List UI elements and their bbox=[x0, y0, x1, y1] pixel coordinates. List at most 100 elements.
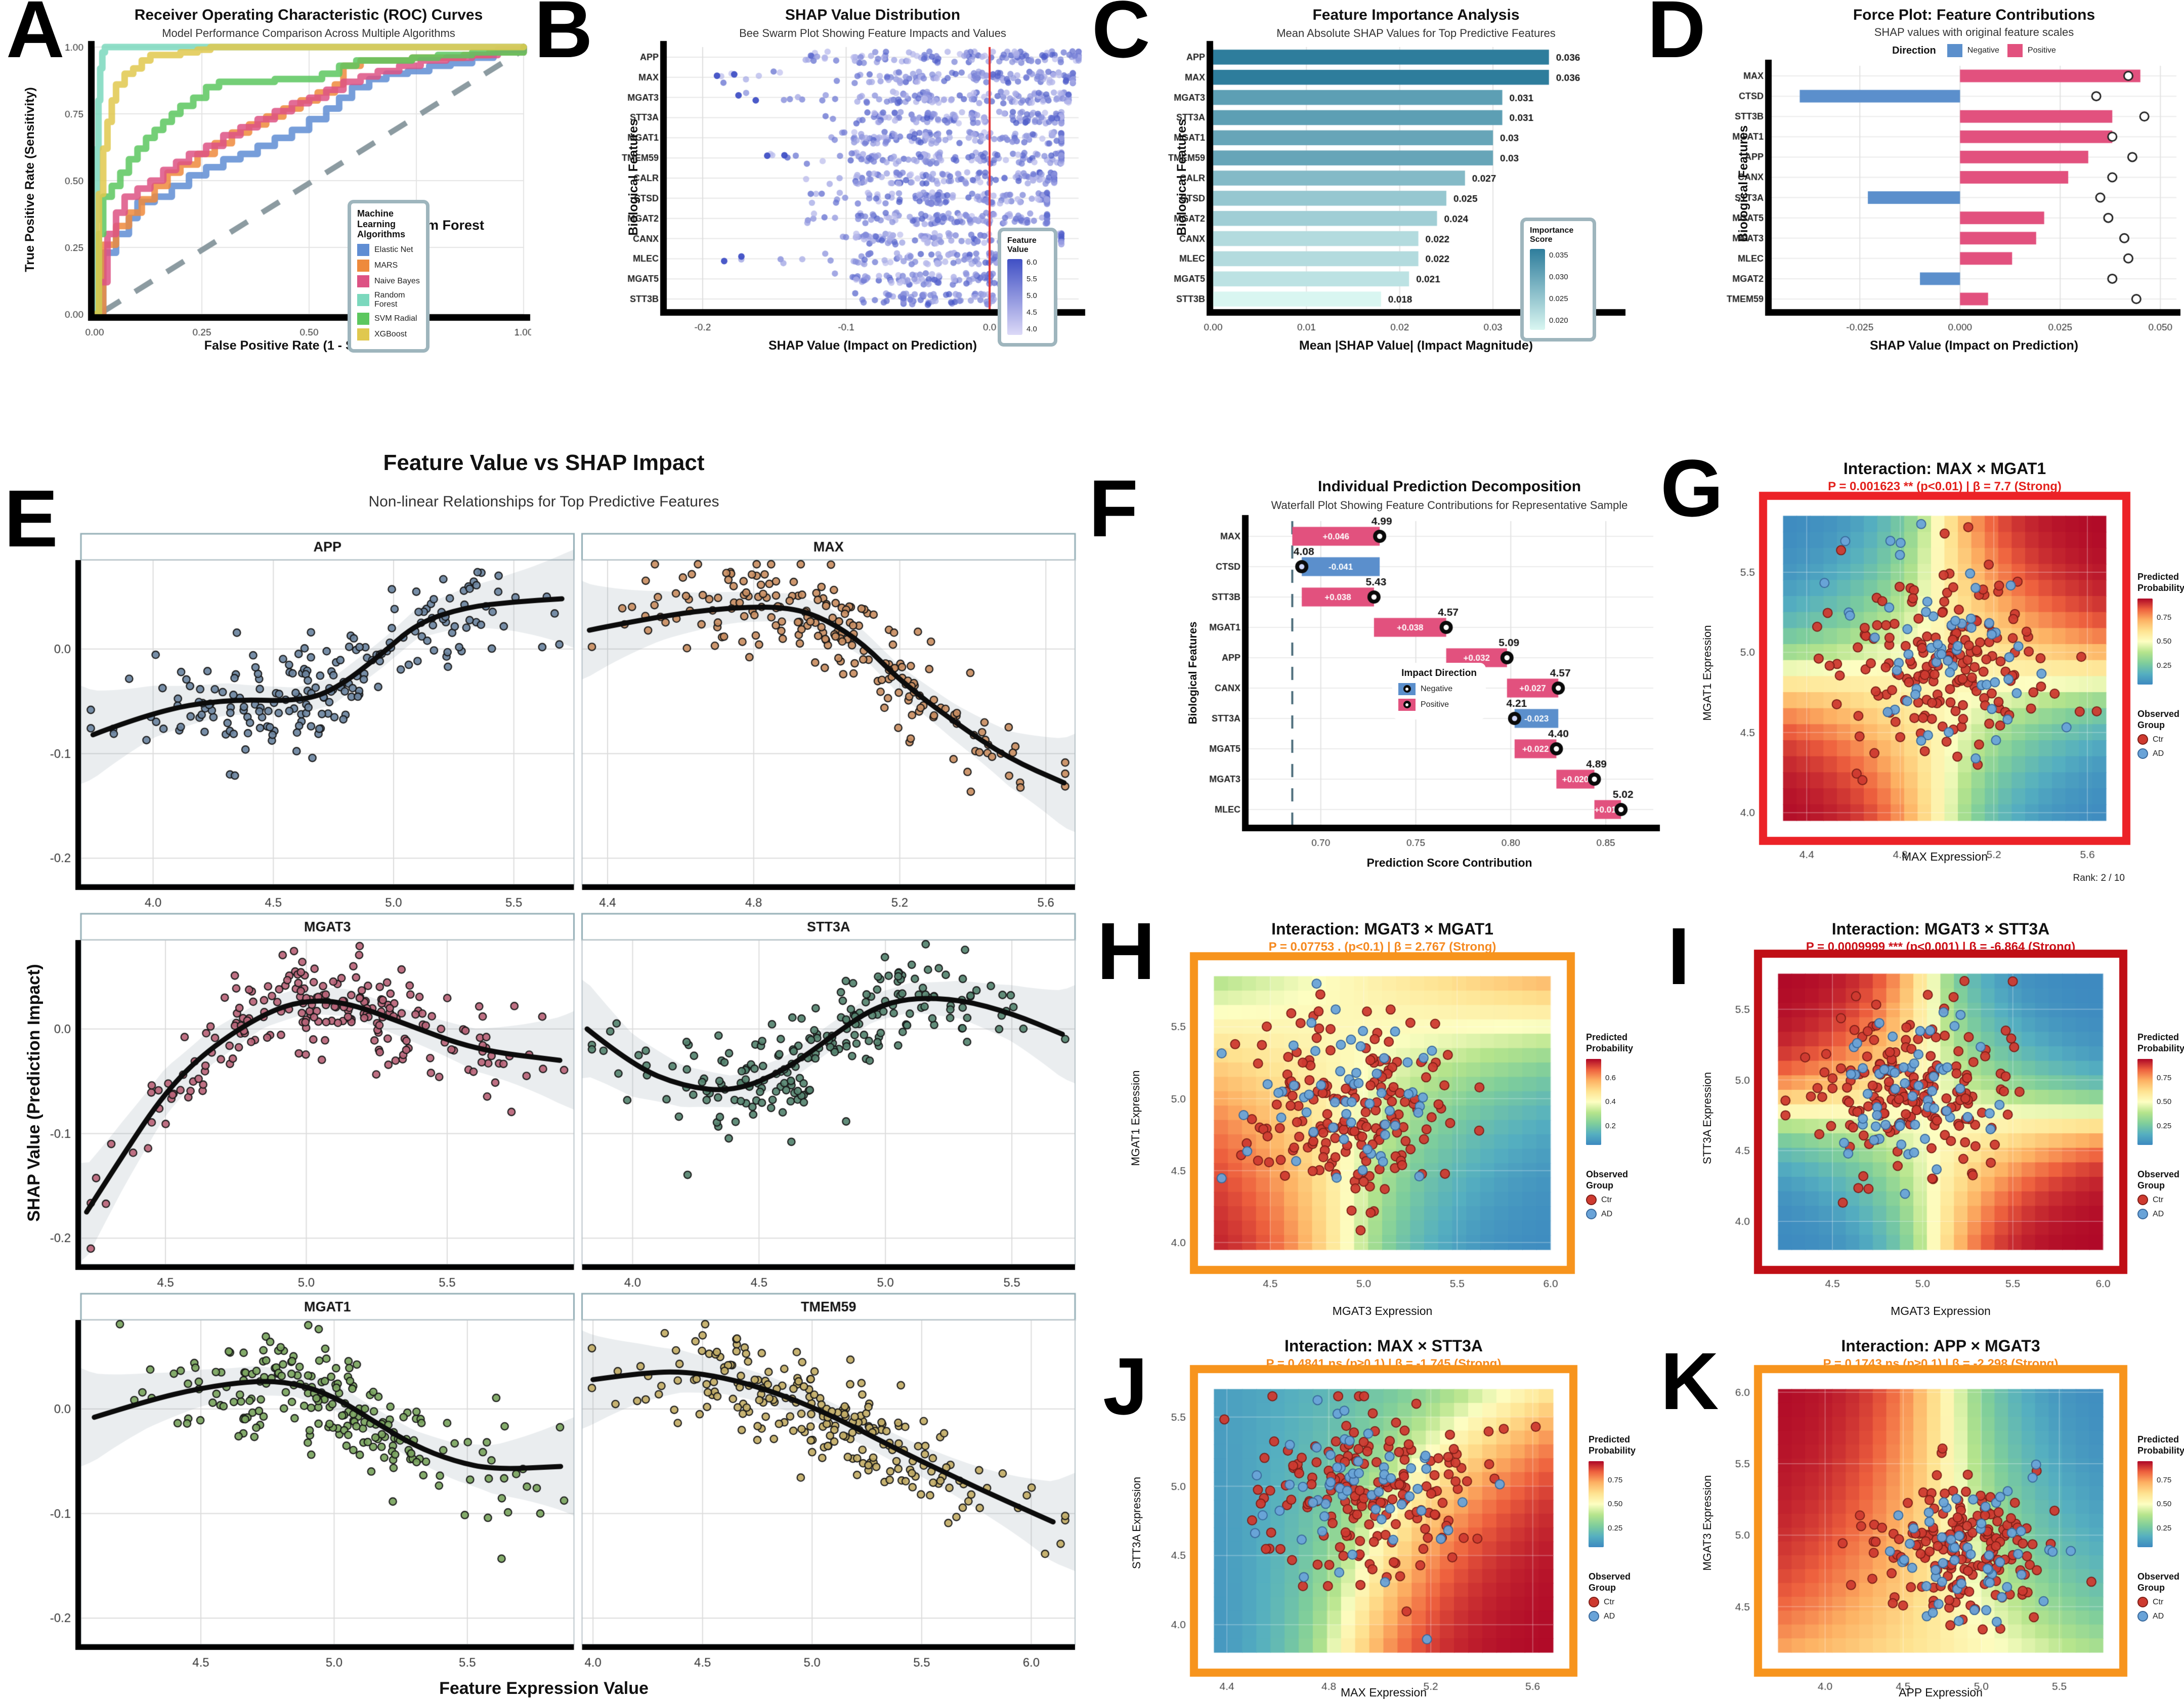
interaction-g-canvas bbox=[1669, 445, 2184, 896]
series-label: Naive Bayes bbox=[374, 277, 420, 286]
group-color-dot bbox=[1589, 1611, 1599, 1622]
predicted-probability-colorbar: 0.75 0.50 0.25 bbox=[2137, 599, 2171, 685]
probability-tick-label: 0.75 bbox=[2157, 1073, 2172, 1082]
interaction-g-legend: Predicted Probability 0.75 0.50 0.25 Observe… bbox=[2137, 572, 2184, 762]
panel-interaction-max-stt3a: Interaction: MAX × STT3A P = 0.4841 ns (… bbox=[1093, 1326, 1649, 1702]
impact-label: Positive bbox=[1421, 700, 1449, 709]
predicted-probability-legend-title: Predicted Probability bbox=[2137, 1032, 2184, 1053]
panel-interaction-mgat3-mgat1: Interaction: MGAT3 × MGAT1 P = 0.07753 .… bbox=[1093, 906, 1649, 1326]
panel-e-xlabel: Feature Expression Value bbox=[439, 1679, 649, 1698]
beeswarm-legend: Feature Value 6.0 5.5 5.0 4.5 4.0 bbox=[998, 228, 1057, 347]
roc-legend-title: Machine Learning Algorithms bbox=[357, 208, 406, 240]
panel-j-xlabel: MAX Expression bbox=[1340, 1686, 1427, 1699]
probability-tick-label: 0.4 bbox=[1605, 1097, 1616, 1107]
observed-group-legend-title: Observed Group bbox=[1589, 1571, 1631, 1593]
roc-legend: Machine Learning Algorithms Elastic Net M… bbox=[348, 200, 430, 353]
series-color-swatch bbox=[357, 328, 369, 341]
panel-interaction-mgat3-stt3a: Interaction: MGAT3 × STT3A P = 0.0009999… bbox=[1669, 906, 2184, 1326]
predicted-probability-colorbar: 0.6 0.4 0.2 bbox=[1586, 1059, 1616, 1145]
importance-legend: Importance Score 0.035 0.030 0.025 0.020 bbox=[1520, 218, 1596, 342]
group-label: Ctr bbox=[2153, 1597, 2164, 1606]
observed-group-item: AD bbox=[2137, 1611, 2184, 1622]
series-label: XGBoost bbox=[374, 330, 407, 339]
series-label: Elastic Net bbox=[374, 245, 413, 254]
panel-k-xlabel: APP Expression bbox=[1899, 1686, 1983, 1699]
observed-group-item: Ctr bbox=[2137, 1195, 2184, 1206]
observed-group-item: Ctr bbox=[2137, 1597, 2184, 1608]
roc-legend-item: MARS bbox=[357, 260, 420, 272]
observed-group-item: Ctr bbox=[2137, 734, 2184, 745]
observed-group-item: AD bbox=[1589, 1611, 1635, 1622]
predicted-probability-legend-title: Predicted Probability bbox=[2137, 1434, 2184, 1456]
group-label: AD bbox=[2153, 1209, 2164, 1218]
series-color-swatch bbox=[357, 275, 369, 288]
group-label: Ctr bbox=[2153, 1195, 2164, 1204]
panel-a-ylabel: True Positive Rate (Sensitivity) bbox=[23, 87, 37, 272]
panel-f-ylabel: Biological Features bbox=[1186, 621, 1199, 725]
colorbar-tick-label: 5.5 bbox=[1026, 275, 1037, 284]
roc-legend-item: Elastic Net bbox=[357, 244, 420, 257]
group-color-dot bbox=[2137, 1209, 2148, 1220]
probability-tick-label: 0.50 bbox=[2157, 637, 2172, 646]
observed-group-legend-title: Observed Group bbox=[2137, 709, 2180, 730]
waterfall-legend-title: Impact Direction bbox=[1401, 668, 1477, 678]
probability-tick-label: 0.25 bbox=[2157, 1523, 2172, 1533]
predicted-probability-legend-title: Predicted Probability bbox=[1589, 1434, 1636, 1456]
panel-j-ylabel: STT3A Expression bbox=[1130, 1476, 1143, 1569]
interaction-h-legend: Predicted Probability 0.6 0.4 0.2 Observed G… bbox=[1586, 1032, 1633, 1223]
panel-e-subtitle: Non-linear Relationships for Top Predict… bbox=[368, 493, 719, 510]
colorbar-tick-label: 0.035 bbox=[1549, 250, 1568, 260]
group-color-dot bbox=[2137, 734, 2148, 745]
group-label: AD bbox=[2153, 1611, 2164, 1621]
shap-scatter-canvas bbox=[5, 531, 1080, 1675]
interaction-k-legend: Predicted Probability 0.75 0.50 0.25 Observe… bbox=[2137, 1434, 2184, 1625]
group-label: AD bbox=[1604, 1611, 1615, 1621]
group-label: Ctr bbox=[1601, 1195, 1612, 1204]
observed-group-legend-title: Observed Group bbox=[2137, 1169, 2180, 1190]
predicted-probability-colorbar: 0.75 0.50 0.25 bbox=[2137, 1461, 2171, 1548]
importance-colorbar: 0.035 0.030 0.025 0.020 bbox=[1530, 248, 1568, 330]
probability-tick-label: 0.75 bbox=[2157, 613, 2172, 622]
series-color-swatch bbox=[357, 244, 369, 257]
group-color-dot bbox=[2137, 1597, 2148, 1608]
group-color-dot bbox=[1586, 1209, 1597, 1220]
roc-legend-items: Elastic Net MARS Naive Bayes Random Forest S… bbox=[357, 244, 420, 341]
predicted-probability-legend-title: Predicted Probability bbox=[1586, 1032, 1634, 1053]
panel-a-xlabel: False Positive Rate (1 - Specificity) bbox=[204, 338, 413, 353]
panel-h-ylabel: MGAT1 Expression bbox=[1129, 1070, 1142, 1166]
interaction-h-canvas bbox=[1093, 906, 1649, 1326]
probability-tick-label: 0.50 bbox=[2157, 1097, 2172, 1107]
observed-group-item: AD bbox=[1586, 1209, 1633, 1220]
group-color-dot bbox=[2137, 748, 2148, 759]
predicted-probability-colorbar: 0.75 0.50 0.25 bbox=[1589, 1461, 1622, 1548]
panel-f-xlabel: Prediction Score Contribution bbox=[1366, 856, 1532, 869]
observed-group-legend-title: Observed Group bbox=[1586, 1169, 1629, 1190]
probability-tick-label: 0.25 bbox=[2157, 661, 2172, 670]
panel-b-xlabel: SHAP Value (Impact on Prediction) bbox=[768, 338, 977, 353]
panel-k-ylabel: MGAT3 Expression bbox=[1701, 1475, 1714, 1571]
colorbar-tick-label: 4.5 bbox=[1026, 308, 1037, 317]
panel-waterfall: Individual Prediction Decomposition Wate… bbox=[1093, 471, 1667, 885]
panel-e-title: Feature Value vs SHAP Impact bbox=[383, 450, 705, 475]
panel-g-xlabel: MAX Expression bbox=[1901, 850, 1988, 863]
probability-tick-label: 0.75 bbox=[1608, 1475, 1623, 1484]
beeswarm-legend-title: Feature Value bbox=[1007, 236, 1037, 254]
observed-group-legend-title: Observed Group bbox=[2137, 1571, 2180, 1593]
panel-interaction-max-mgat1: Interaction: MAX × MGAT1 P = 0.001623 **… bbox=[1669, 445, 2184, 896]
probability-tick-label: 0.50 bbox=[1608, 1500, 1623, 1509]
panel-c-xlabel: Mean |SHAP Value| (Impact Magnitude) bbox=[1299, 338, 1533, 353]
roc-legend-item: Naive Bayes bbox=[357, 275, 420, 288]
interaction-k-canvas bbox=[1669, 1326, 2184, 1702]
predicted-probability-legend-title: Predicted Probability bbox=[2137, 572, 2184, 593]
interaction-j-legend: Predicted Probability 0.75 0.50 0.25 Observe… bbox=[1589, 1434, 1636, 1625]
probability-tick-label: 0.25 bbox=[2157, 1121, 2172, 1130]
force-plot-canvas bbox=[1649, 3, 2180, 357]
roc-legend-item: SVM Radial bbox=[357, 313, 420, 325]
series-label: Random Forest bbox=[374, 291, 405, 309]
series-color-swatch bbox=[357, 260, 369, 272]
panel-interaction-app-mgat3: Interaction: APP × MGAT3 P = 0.1743 ns (… bbox=[1669, 1326, 2184, 1702]
roc-chart-canvas bbox=[8, 3, 531, 357]
colorbar-tick-label: 6.0 bbox=[1026, 258, 1037, 267]
colorbar-tick-label: 0.030 bbox=[1549, 272, 1568, 281]
